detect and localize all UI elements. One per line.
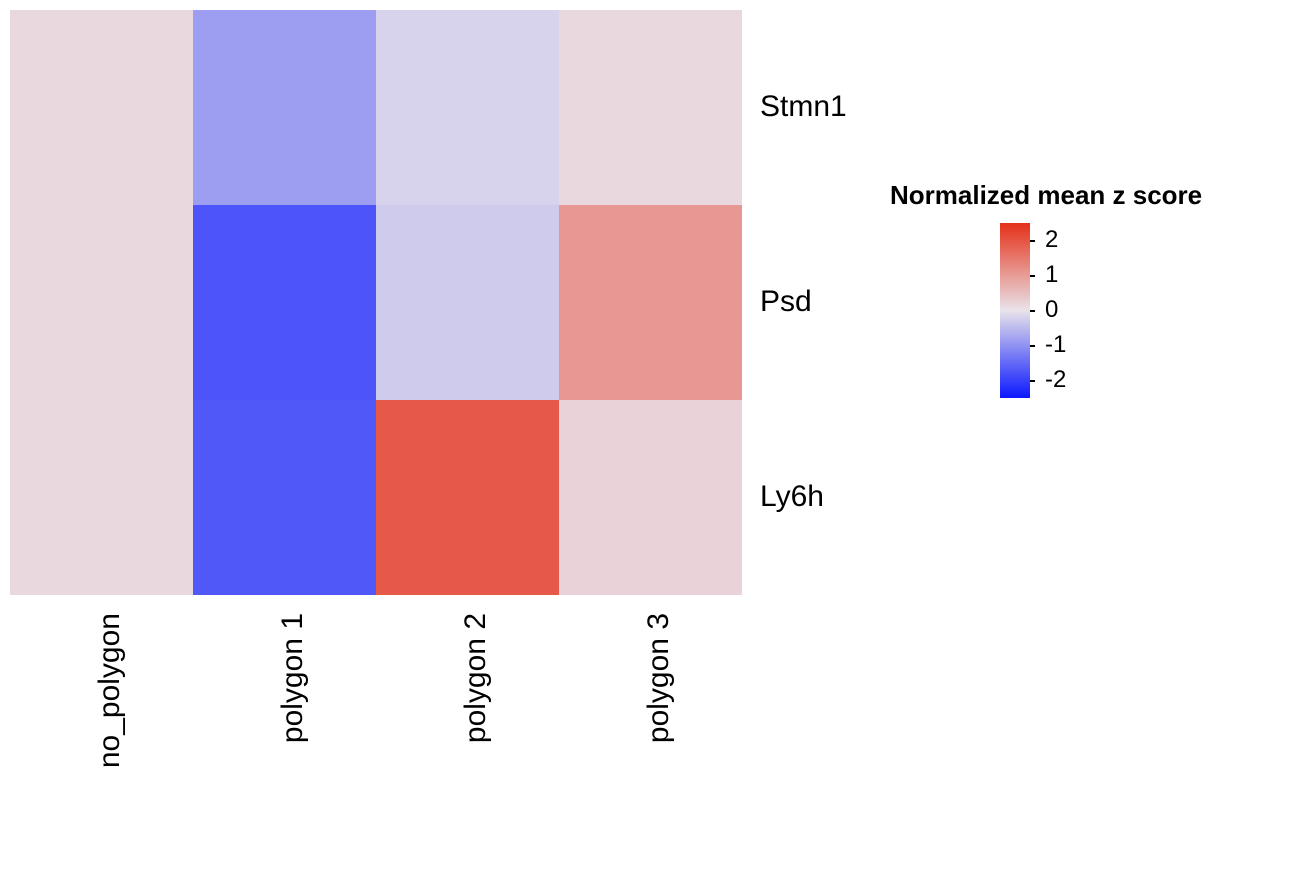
col-label: polygon 2: [459, 613, 493, 743]
legend-tick-label: 0: [1045, 296, 1058, 324]
col-label: no_polygon: [93, 613, 127, 768]
row-label: Psd: [760, 285, 812, 319]
legend-tick-label: -1: [1045, 331, 1066, 359]
heatmap-cell: [193, 205, 376, 400]
heatmap-cell: [193, 10, 376, 205]
legend-tick-label: 2: [1045, 226, 1058, 254]
heatmap-cell: [376, 400, 559, 595]
col-label: polygon 1: [276, 613, 310, 743]
heatmap-cell: [193, 400, 376, 595]
legend-tick-mark: [1030, 380, 1035, 382]
heatmap-cell: [559, 10, 742, 205]
legend-title: Normalized mean z score: [890, 180, 1202, 211]
heatmap-grid: [10, 10, 742, 595]
row-label: Stmn1: [760, 90, 847, 124]
legend-colorbar: 210-1-2: [1000, 223, 1030, 398]
heatmap-cell: [10, 400, 193, 595]
legend-tick-mark: [1030, 310, 1035, 312]
legend-tick-mark: [1030, 345, 1035, 347]
col-label: polygon 3: [642, 613, 676, 743]
legend-tick-mark: [1030, 240, 1035, 242]
legend-tick-label: 1: [1045, 261, 1058, 289]
legend-tick-label: -2: [1045, 366, 1066, 394]
heatmap-cell: [376, 10, 559, 205]
heatmap-cell: [559, 400, 742, 595]
legend: Normalized mean z score 210-1-2: [890, 180, 1202, 398]
legend-colorbar-fill: [1000, 223, 1030, 398]
heatmap-cell: [559, 205, 742, 400]
legend-tick-mark: [1030, 275, 1035, 277]
heatmap-cell: [10, 10, 193, 205]
heatmap-cell: [10, 205, 193, 400]
row-label: Ly6h: [760, 480, 824, 514]
heatmap-cell: [376, 205, 559, 400]
